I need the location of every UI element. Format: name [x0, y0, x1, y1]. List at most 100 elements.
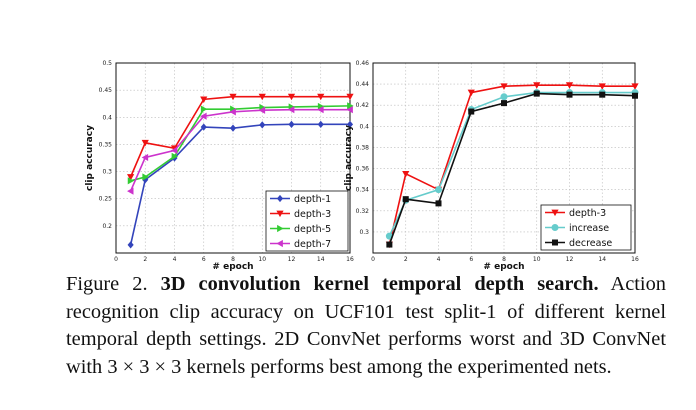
x-tick-label: 12: [566, 256, 574, 263]
data-point: [468, 108, 475, 115]
legend-label: depth-3: [294, 209, 331, 220]
data-point: [631, 83, 639, 90]
caption-prefix: Figure 2.: [66, 273, 161, 295]
data-point: [500, 83, 508, 90]
x-tick-label: 2: [143, 256, 147, 263]
data-point: [598, 83, 606, 90]
chart-1: 0.2 0.25 0.3 0.35 0.4 0.45 0.5 0 2 4 6 8 10 12 14 16 # e…: [85, 60, 354, 272]
data-point: [229, 124, 237, 132]
y-axis-label: clip accuracy: [85, 125, 95, 191]
figure-caption: Figure 2. 3D convolution kernel temporal…: [66, 271, 666, 381]
legend-swatch-marker: [552, 239, 558, 246]
x-tick-label: 4: [437, 256, 441, 263]
data-point: [287, 93, 296, 101]
series-depth-3: [127, 93, 354, 181]
data-point: [565, 82, 574, 89]
data-point: [200, 123, 207, 131]
legend-label: depth-1: [294, 194, 331, 205]
caption-body: Action recognition clip accuracy on UCF1…: [66, 273, 666, 378]
data-point: [317, 120, 324, 128]
legend-swatch-marker: [277, 224, 284, 233]
data-point: [346, 106, 353, 114]
data-point: [347, 102, 354, 110]
legend-label: depth-5: [294, 224, 331, 235]
plot-frame: [372, 62, 636, 254]
series-decrease: [386, 90, 638, 248]
data-point: [346, 93, 354, 101]
series-line: [130, 105, 351, 182]
data-point: [200, 112, 207, 120]
data-point: [127, 177, 135, 185]
data-point: [258, 106, 266, 114]
y-tick-label: 0.32: [356, 208, 370, 215]
data-point: [435, 200, 442, 207]
x-tick-label: 8: [231, 256, 235, 263]
legend-swatch-marker: [551, 224, 559, 231]
legend-swatch-marker: [276, 210, 284, 218]
y-tick-label: 0.4: [102, 114, 112, 121]
data-point: [435, 186, 442, 194]
x-tick-label: 0: [371, 256, 375, 263]
x-axis-label: # epoch: [483, 262, 524, 272]
data-point: [229, 93, 237, 101]
x-tick-label: 2: [404, 256, 408, 263]
figure-charts: 0.2 0.25 0.3 0.35 0.4 0.45 0.5 0 2 4 6 8 10 12 14 16 # e…: [85, 60, 639, 272]
y-tick-label: 0.45: [99, 87, 113, 94]
data-point: [317, 102, 325, 111]
legend: depth-3 increase decrease: [540, 204, 632, 251]
data-point: [386, 241, 393, 248]
data-point: [566, 91, 573, 98]
legend-label: depth-7: [294, 239, 331, 250]
data-point: [259, 121, 266, 129]
data-point: [533, 90, 540, 97]
data-point: [402, 170, 410, 178]
data-point: [127, 174, 135, 181]
x-tick-label: 10: [533, 256, 541, 263]
data-point: [287, 106, 295, 114]
y-tick-label: 0.5: [102, 60, 112, 67]
y-tick-label: 0.4: [359, 123, 369, 130]
x-tick-label: 4: [173, 256, 177, 263]
y-tick-label: 0.3: [359, 229, 369, 236]
data-point: [200, 105, 208, 113]
y-tick-label: 0.25: [99, 196, 113, 203]
data-point: [533, 82, 541, 89]
data-point: [258, 93, 266, 101]
data-point: [127, 187, 134, 195]
data-point: [127, 241, 134, 249]
x-tick-label: 14: [598, 256, 606, 263]
legend-swatch-marker: [551, 209, 559, 217]
caption-title: 3D convolution kernel temporal depth sea…: [160, 273, 599, 295]
y-tick-label: 0.46: [356, 60, 370, 67]
x-tick-label: 8: [502, 256, 506, 263]
data-point: [317, 106, 324, 114]
plot-frame: [115, 62, 351, 254]
data-point: [317, 93, 325, 101]
data-point: [141, 153, 149, 162]
data-point: [346, 120, 354, 128]
data-point: [142, 173, 149, 181]
x-tick-label: 16: [346, 256, 354, 263]
data-point: [288, 120, 295, 128]
x-axis-label: # epoch: [212, 262, 253, 272]
series-depth-7: [127, 106, 353, 195]
chart-2: 0.3 0.32 0.34 0.36 0.38 0.4 0.42 0.44 0.46 0 2 4 6 8 1…: [344, 60, 639, 272]
x-tick-label: 16: [631, 256, 639, 263]
legend-swatch-marker: [276, 194, 284, 203]
x-tick-label: 14: [317, 256, 325, 263]
x-tick-label: 12: [288, 256, 296, 263]
data-point: [229, 108, 236, 116]
y-tick-label: 0.36: [356, 166, 370, 173]
y-tick-label: 0.3: [102, 169, 112, 176]
x-tick-label: 0: [114, 256, 118, 263]
data-point: [500, 93, 508, 101]
data-point: [467, 89, 475, 97]
y-tick-label: 0.44: [356, 81, 370, 88]
data-point: [171, 152, 179, 160]
x-tick-label: 6: [469, 256, 473, 263]
y-tick-label: 0.38: [356, 144, 370, 151]
data-point: [200, 96, 208, 103]
data-point: [632, 92, 638, 99]
y-tick-label: 0.42: [356, 102, 370, 109]
series-depth-1: [127, 120, 354, 249]
